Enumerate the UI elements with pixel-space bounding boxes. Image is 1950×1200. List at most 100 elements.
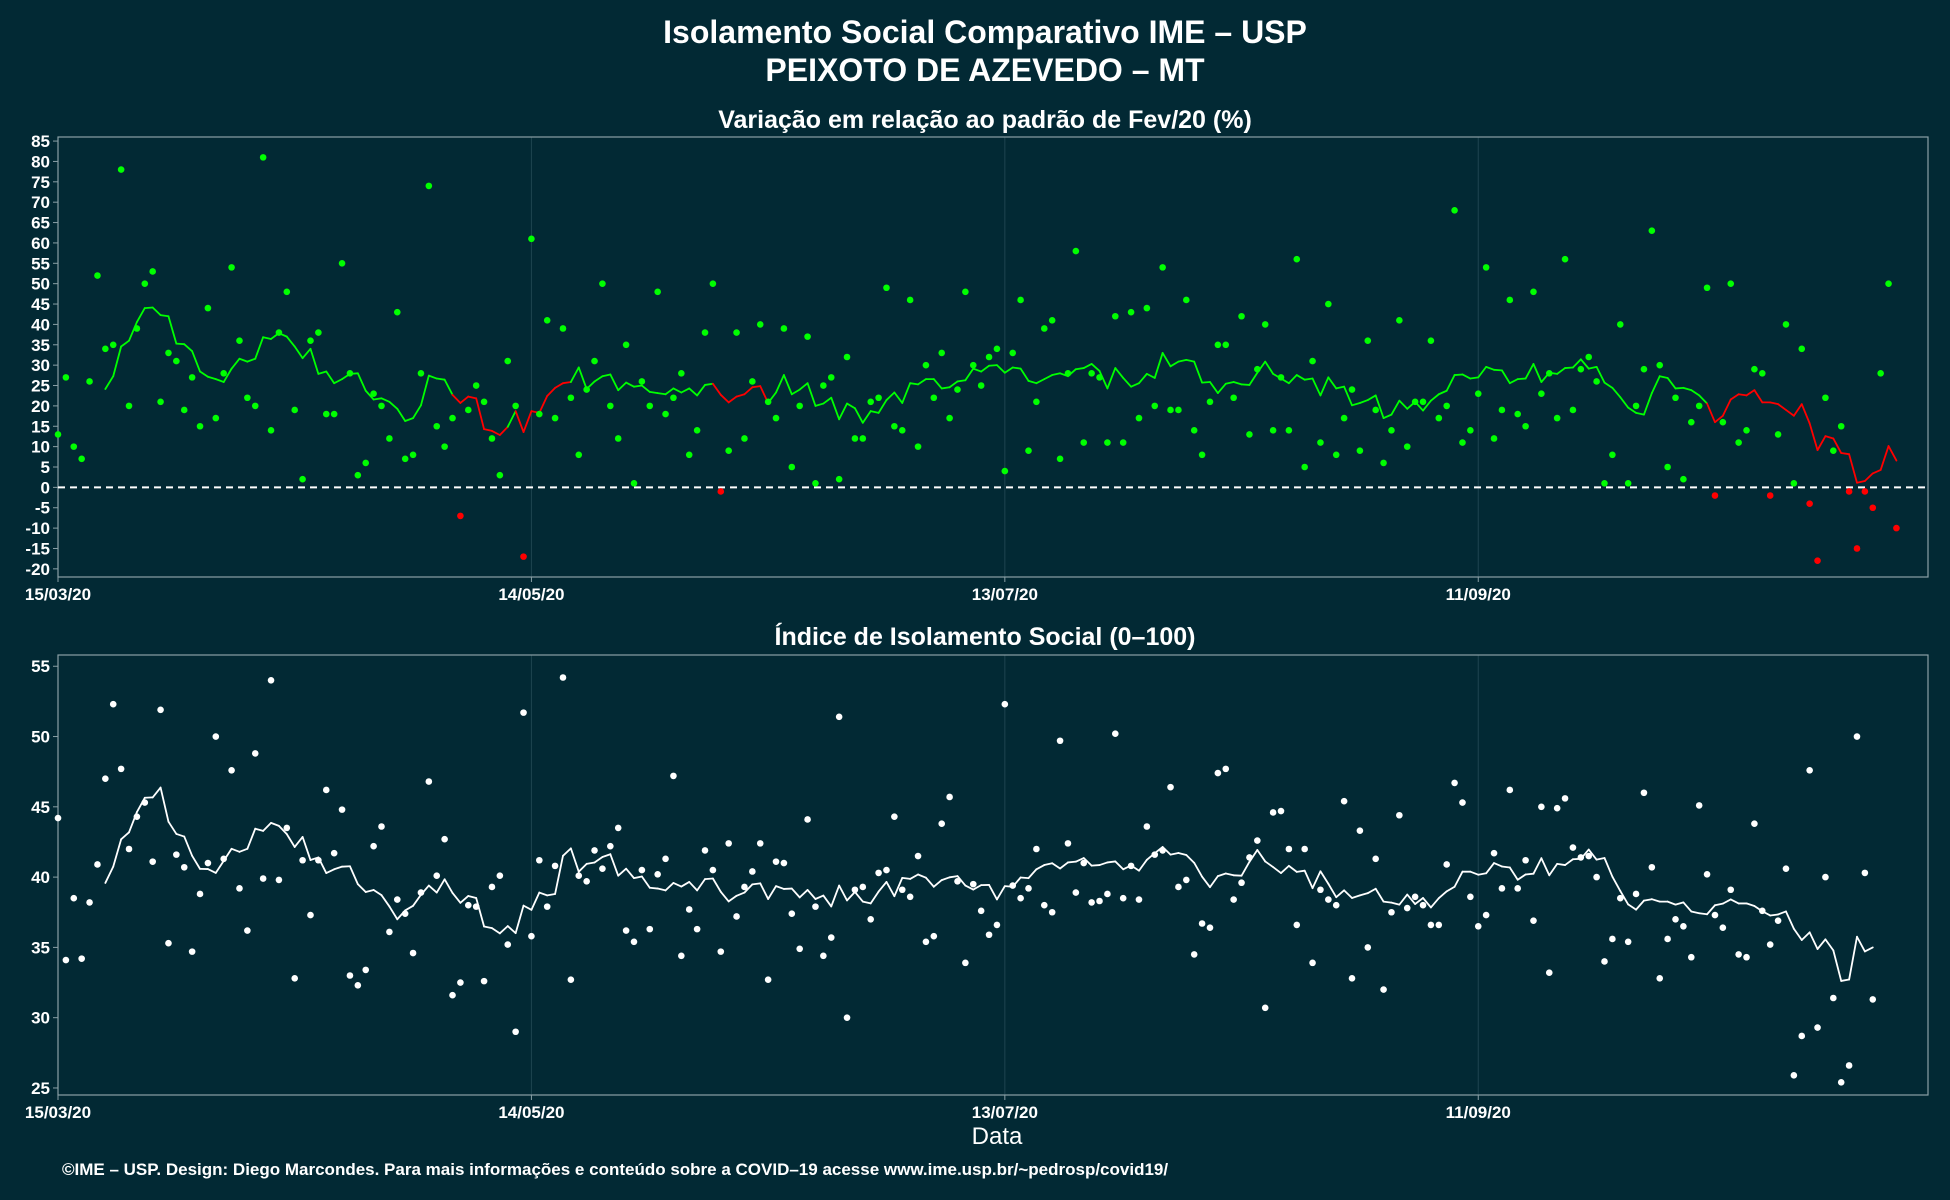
panel1-data-point — [1435, 414, 1443, 422]
panel1-data-point — [1522, 422, 1529, 430]
panel1-data-point — [1735, 439, 1742, 446]
panel1-data-point — [788, 463, 796, 471]
panel1-data-point — [1198, 451, 1206, 459]
panel2-moving-average-segment — [1327, 882, 1338, 899]
panel1-moving-average-segment — [1603, 381, 1614, 389]
panel1-data-point — [204, 304, 212, 312]
panel2-data-point — [244, 927, 251, 934]
panel1-moving-average-segment — [317, 370, 328, 375]
panel1-ytick-label: 55 — [31, 254, 50, 273]
panel1-moving-average-segment — [364, 389, 375, 401]
panel1-moving-average-segment — [656, 392, 667, 396]
panel1-moving-average-segment — [1808, 422, 1819, 452]
panel2-data-point — [401, 910, 409, 917]
panel2-data-point — [449, 991, 456, 999]
panel2-data-point — [1830, 994, 1837, 1002]
panel1-moving-average-segment — [1090, 363, 1101, 372]
panel2-data-point — [654, 870, 661, 878]
panel2-data-point — [1293, 921, 1301, 929]
panel2-data-point — [646, 925, 654, 933]
panel1-moving-average-segment — [1390, 399, 1401, 416]
panel1-data-point — [1514, 410, 1522, 418]
panel2-data-point — [583, 878, 590, 885]
panel2-moving-average-segment — [1556, 862, 1566, 866]
panel2-data-point — [938, 820, 946, 827]
panel1-moving-average-segment — [1019, 367, 1030, 382]
panel2-data-point — [141, 799, 149, 806]
panel2-data-point — [425, 778, 433, 785]
panel1-moving-average-segment — [1785, 409, 1795, 417]
panel1-data-point — [1822, 394, 1829, 402]
panel1-moving-average-segment — [1611, 386, 1622, 399]
panel1-moving-average-segment — [333, 378, 343, 385]
panel1-data-point — [1427, 337, 1435, 345]
panel1-data-point — [1104, 439, 1111, 446]
panel1-moving-average-segment — [964, 367, 975, 382]
panel1-moving-average-segment — [1524, 363, 1535, 380]
panel2-data-point — [1080, 859, 1088, 867]
panel2-moving-average-segment — [814, 894, 825, 900]
panel2-data-point — [898, 886, 906, 894]
panel1-moving-average-segment — [1706, 402, 1716, 424]
panel1-ytick-label: -5 — [35, 499, 50, 518]
panel1-data-point — [1403, 443, 1411, 450]
panel1-moving-average-segment — [1082, 363, 1093, 369]
panel2-data-point — [1798, 1032, 1806, 1040]
panel1-moving-average-segment — [1721, 398, 1732, 417]
panel1-moving-average-segment — [838, 402, 848, 421]
panel2-moving-average-segment — [609, 853, 620, 877]
panel2-moving-average-segment — [1051, 862, 1061, 870]
panel1-data-point — [922, 361, 930, 369]
panel2-moving-average-segment — [1374, 887, 1385, 903]
panel1-moving-average-segment — [1114, 367, 1125, 379]
panel1-data-point — [1538, 390, 1545, 397]
panel1-moving-average-segment — [1358, 399, 1369, 404]
panel2-moving-average-segment — [1185, 854, 1196, 864]
panel1-moving-average-segment — [554, 382, 564, 389]
panel1-moving-average-segment — [175, 342, 186, 346]
panel2-data-point — [954, 878, 961, 885]
panel1-xtick-label: 13/07/20 — [972, 585, 1038, 604]
panel1-moving-average-segment — [1816, 435, 1827, 452]
panel2-moving-average-segment — [246, 827, 257, 850]
panel1-ytick-label: 25 — [31, 377, 50, 396]
panel2-data-point — [1806, 766, 1813, 774]
panel2-data-point — [307, 911, 314, 919]
panel2-data-point — [173, 851, 180, 858]
panel2-moving-average-segment — [1106, 860, 1117, 864]
panel1-moving-average-segment — [191, 350, 201, 373]
panel1-moving-average-segment — [783, 374, 793, 396]
panel1-moving-average-segment — [1461, 373, 1472, 380]
panel2-data-point — [1743, 953, 1750, 961]
panel1-data-point — [1861, 488, 1869, 495]
panel2-moving-average-segment — [964, 884, 975, 891]
panel1-moving-average-segment — [1737, 393, 1748, 397]
panel2-moving-average-segment — [917, 873, 927, 879]
panel2-data-point — [1340, 797, 1348, 805]
panel2-data-point — [267, 677, 275, 684]
panel1-data-point — [962, 288, 969, 296]
panel2-data-point — [212, 733, 220, 740]
panel1-data-point — [772, 414, 780, 422]
panel2-moving-average-segment — [1366, 887, 1377, 895]
panel1-moving-average-segment — [522, 410, 533, 433]
panel2-moving-average-segment — [640, 875, 651, 889]
panel1-moving-average-segment — [1690, 389, 1701, 397]
panel1-moving-average-segment — [1848, 453, 1858, 484]
panel2-data-point — [1609, 935, 1616, 943]
panel1-moving-average-segment — [948, 380, 959, 389]
panel2-data-point — [985, 931, 993, 939]
panel1-moving-average-segment — [711, 382, 722, 396]
panel1-moving-average-segment — [1335, 385, 1346, 390]
panel1-moving-average-segment — [688, 387, 699, 397]
panel1-data-point — [1364, 337, 1372, 345]
panel1-moving-average-segment — [1753, 389, 1764, 404]
panel1-data-point — [670, 394, 677, 402]
panel1-data-point — [1490, 435, 1498, 442]
panel2-data-point — [1167, 783, 1174, 791]
panel2-moving-average-segment — [1769, 913, 1779, 917]
panel2-moving-average-segment — [1114, 860, 1125, 871]
panel2-data-point — [1159, 847, 1166, 854]
panel1-moving-average-segment — [775, 374, 785, 394]
panel2-moving-average-segment — [680, 881, 691, 888]
